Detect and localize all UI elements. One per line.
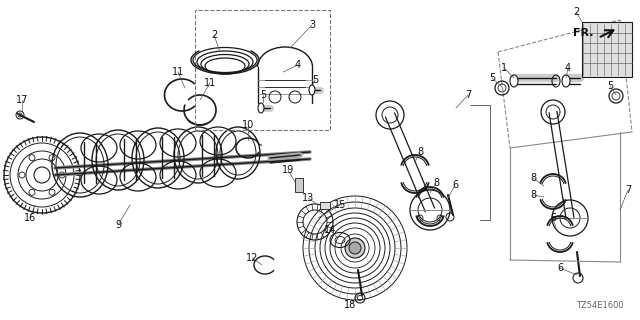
Text: 17: 17: [16, 95, 28, 105]
Bar: [582, 22, 632, 77]
Text: 5: 5: [607, 81, 613, 91]
Bar: [295, 178, 303, 192]
Text: 10: 10: [242, 120, 254, 130]
Circle shape: [345, 238, 365, 258]
Text: 4: 4: [295, 60, 301, 70]
Text: 6: 6: [550, 213, 556, 223]
Ellipse shape: [258, 103, 264, 113]
Text: 11: 11: [172, 67, 184, 77]
Text: 4: 4: [565, 63, 571, 73]
Text: 7: 7: [465, 90, 471, 100]
Text: 6: 6: [557, 263, 563, 273]
Text: 2: 2: [211, 30, 217, 40]
Text: 1: 1: [501, 63, 507, 73]
Text: 3: 3: [309, 20, 315, 30]
Text: 8: 8: [433, 178, 439, 188]
Text: 14: 14: [324, 225, 336, 235]
Ellipse shape: [510, 75, 518, 87]
Text: 8: 8: [530, 173, 536, 183]
Text: 6: 6: [452, 180, 458, 190]
Bar: [195, 10, 330, 130]
Text: 16: 16: [24, 213, 36, 223]
Text: 2: 2: [573, 7, 579, 17]
Ellipse shape: [309, 85, 315, 95]
Text: 8: 8: [530, 190, 536, 200]
Text: 8: 8: [417, 147, 423, 157]
Text: FR.: FR.: [573, 28, 593, 38]
Text: 7: 7: [625, 185, 631, 195]
Text: 5: 5: [260, 90, 266, 100]
Text: 5: 5: [312, 75, 318, 85]
Bar: [320, 202, 330, 209]
Text: 9: 9: [115, 220, 121, 230]
Circle shape: [349, 242, 361, 254]
Text: TZ54E1600: TZ54E1600: [576, 300, 624, 309]
Text: 15: 15: [334, 200, 346, 210]
Text: 19: 19: [282, 165, 294, 175]
Text: 11: 11: [204, 78, 216, 88]
Text: 18: 18: [344, 300, 356, 310]
Ellipse shape: [562, 75, 570, 87]
Text: 12: 12: [246, 253, 258, 263]
Text: 5: 5: [489, 73, 495, 83]
Text: 13: 13: [302, 193, 314, 203]
